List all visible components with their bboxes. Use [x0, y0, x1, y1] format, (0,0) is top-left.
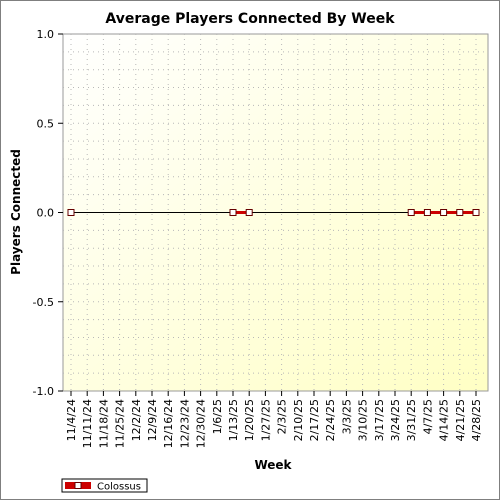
y-tick-label: -0.5 [33, 296, 54, 309]
x-tick-label: 11/18/24 [97, 399, 110, 448]
x-tick-label: 3/3/25 [340, 399, 353, 434]
grid [63, 34, 488, 391]
y-axis: 1.0 0.5 0.0 -0.5 -1.0 [33, 28, 63, 398]
data-point [472, 209, 480, 216]
data-point [456, 209, 464, 216]
data-point [229, 209, 237, 216]
x-axis-label: Week [254, 458, 292, 472]
legend-label: Colossus [97, 482, 141, 493]
x-tick-label: 11/4/24 [65, 399, 78, 441]
x-tick-label: 3/31/25 [405, 399, 418, 441]
x-tick-label: 4/28/25 [470, 399, 483, 441]
x-axis: 11/4/24 11/11/24 11/18/24 11/25/24 12/2/24 12… [65, 391, 483, 448]
x-tick-label: 11/11/24 [81, 399, 94, 448]
x-tick-label: 4/21/25 [454, 399, 467, 441]
data-point [423, 209, 431, 216]
x-tick-label: 12/2/24 [130, 399, 143, 441]
series-layer [67, 209, 480, 216]
x-tick-label: 3/10/25 [357, 399, 370, 441]
x-tick-label: 11/25/24 [114, 399, 127, 448]
x-tick-label: 2/3/25 [276, 399, 289, 434]
y-tick-label: 0.0 [37, 207, 55, 220]
data-point [245, 209, 253, 216]
x-tick-label: 1/20/25 [243, 399, 256, 441]
y-tick-label: 0.5 [37, 117, 55, 130]
x-tick-label: 12/23/24 [178, 399, 191, 448]
legend: Colossus [61, 478, 148, 493]
x-tick-label: 12/9/24 [146, 399, 159, 441]
x-tick-label: 3/24/25 [389, 399, 402, 441]
y-axis-label: Players Connected [9, 149, 23, 275]
y-tick-label: -1.0 [33, 385, 54, 398]
x-tick-label: 4/7/25 [421, 399, 434, 434]
x-tick-label: 12/30/24 [195, 399, 208, 448]
x-tick-label: 12/16/24 [162, 399, 175, 448]
x-tick-label: 3/17/25 [373, 399, 386, 441]
x-tick-label: 4/14/25 [438, 399, 451, 441]
x-tick-label: 2/10/25 [292, 399, 305, 441]
y-tick-label: 1.0 [37, 28, 55, 41]
x-tick-label: 1/6/25 [211, 399, 224, 434]
x-tick-label: 1/27/25 [259, 399, 272, 441]
x-tick-label: 2/17/25 [308, 399, 321, 441]
data-point [67, 209, 75, 216]
x-tick-label: 1/13/25 [227, 399, 240, 441]
legend-marker [74, 482, 82, 489]
chart-title: Average Players Connected By Week [105, 11, 395, 27]
x-tick-label: 2/24/25 [324, 399, 337, 441]
data-point [407, 209, 415, 216]
data-point [440, 209, 448, 216]
